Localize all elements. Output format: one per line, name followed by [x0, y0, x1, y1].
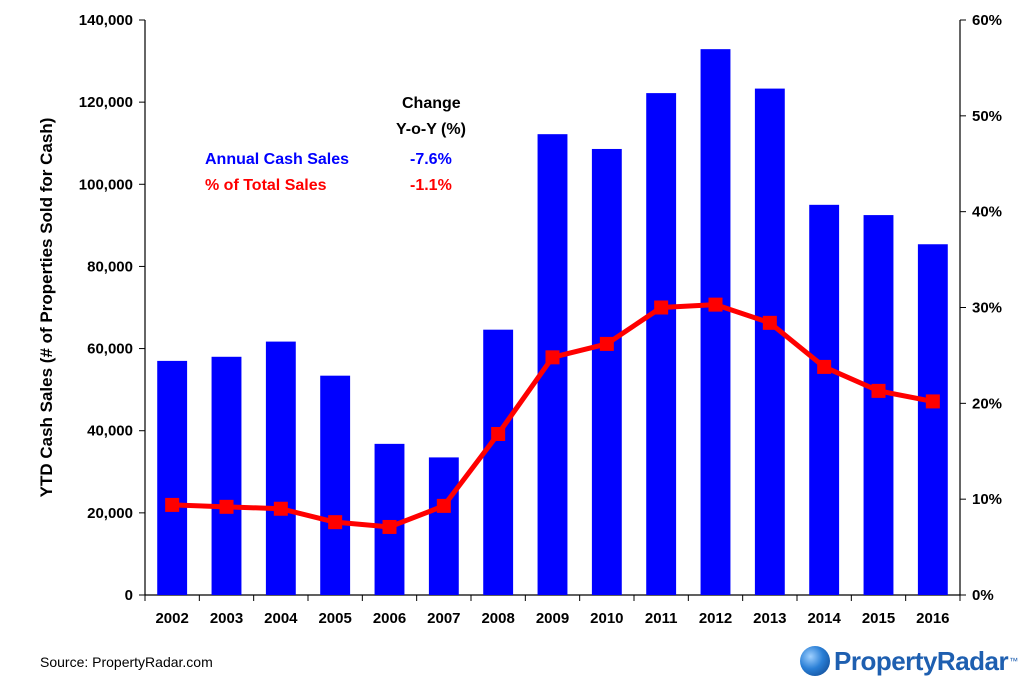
bar — [537, 134, 568, 595]
y-tick-label: 140,000 — [79, 12, 133, 29]
legend-label-cash-sales: Annual Cash Sales — [205, 151, 349, 168]
y-tick-label: 20,000 — [87, 505, 133, 522]
y2-tick-label: 20% — [972, 395, 1002, 412]
logo-text: PropertyRadar — [834, 645, 1009, 676]
line-point — [491, 427, 506, 441]
line-point — [654, 300, 669, 315]
tick-labels: 0 20,000 40,000 60,000 80,000 100,000 120,000 1… — [79, 12, 1002, 627]
annotation-header-yoy: Y-o-Y (%) — [396, 121, 466, 138]
x-tick-label: 2002 — [155, 610, 188, 627]
x-tick-label: 2009 — [536, 610, 569, 627]
x-tick-label: 2008 — [481, 610, 514, 627]
bar — [265, 341, 296, 595]
legend-annotations: Change Y-o-Y (%) Annual Cash Sales -7.6%… — [205, 95, 466, 194]
y2-tick-label: 40% — [972, 204, 1002, 221]
x-tick-label: 2004 — [264, 610, 298, 627]
y2-tick-label: 50% — [972, 108, 1002, 125]
bar — [483, 329, 514, 595]
x-tick-label: 2010 — [590, 610, 623, 627]
logo-trademark: ™ — [1009, 656, 1019, 666]
bar — [863, 215, 894, 595]
bar — [428, 457, 459, 595]
legend-change-pct-total: -1.1% — [410, 177, 452, 194]
y2-tick-label: 10% — [972, 491, 1002, 508]
line-point — [871, 383, 886, 398]
x-tick-label: 2005 — [318, 610, 351, 627]
y-tick-label: 60,000 — [87, 341, 133, 358]
x-tick-label: 2012 — [699, 610, 732, 627]
y-tick-label: 40,000 — [87, 423, 133, 440]
line-point — [599, 336, 614, 351]
line-point — [328, 515, 343, 530]
y2-tick-label: 0% — [972, 587, 994, 604]
y-tick-label: 120,000 — [79, 94, 133, 111]
y2-tick-label: 60% — [972, 12, 1002, 29]
bar-series — [157, 49, 948, 596]
bar — [374, 443, 405, 595]
line-series — [165, 297, 940, 534]
bar — [591, 148, 622, 595]
x-tick-label: 2011 — [645, 610, 678, 627]
line-point — [273, 501, 288, 516]
legend-change-cash-sales: -7.6% — [410, 151, 452, 168]
bar — [917, 244, 948, 595]
y-axis-label: YTD Cash Sales (# of Properties Sold for… — [37, 118, 56, 498]
globe-icon — [800, 646, 830, 676]
bar — [157, 360, 188, 595]
line-point — [165, 497, 180, 512]
x-tick-label: 2013 — [753, 610, 786, 627]
x-tick-label: 2015 — [862, 610, 895, 627]
line-point — [762, 315, 777, 330]
x-tick-label: 2016 — [916, 610, 949, 627]
legend-label-pct-total: % of Total Sales — [205, 177, 327, 194]
x-tick-label: 2007 — [427, 610, 460, 627]
line-point — [925, 394, 940, 409]
bar — [646, 93, 677, 595]
bar — [754, 88, 785, 595]
y-tick-label: 80,000 — [87, 258, 133, 275]
x-tick-label: 2014 — [807, 610, 841, 627]
bar — [809, 204, 840, 596]
bar — [320, 375, 351, 595]
y2-tick-label: 30% — [972, 300, 1002, 317]
y-tick-label: 0 — [125, 587, 133, 604]
source-note: Source: PropertyRadar.com — [40, 654, 213, 670]
line-point — [436, 498, 451, 513]
bar — [211, 356, 242, 595]
line-point — [219, 499, 234, 514]
line-point — [708, 297, 723, 312]
x-tick-label: 2006 — [373, 610, 406, 627]
line-point — [545, 350, 560, 365]
x-tick-label: 2003 — [210, 610, 243, 627]
y-tick-label: 100,000 — [79, 176, 133, 193]
annotation-header-change: Change — [402, 95, 461, 112]
bar — [700, 49, 731, 596]
line-point — [382, 519, 397, 534]
line-point — [817, 359, 832, 374]
propertyradar-logo: PropertyRadar ™ — [800, 644, 1018, 678]
